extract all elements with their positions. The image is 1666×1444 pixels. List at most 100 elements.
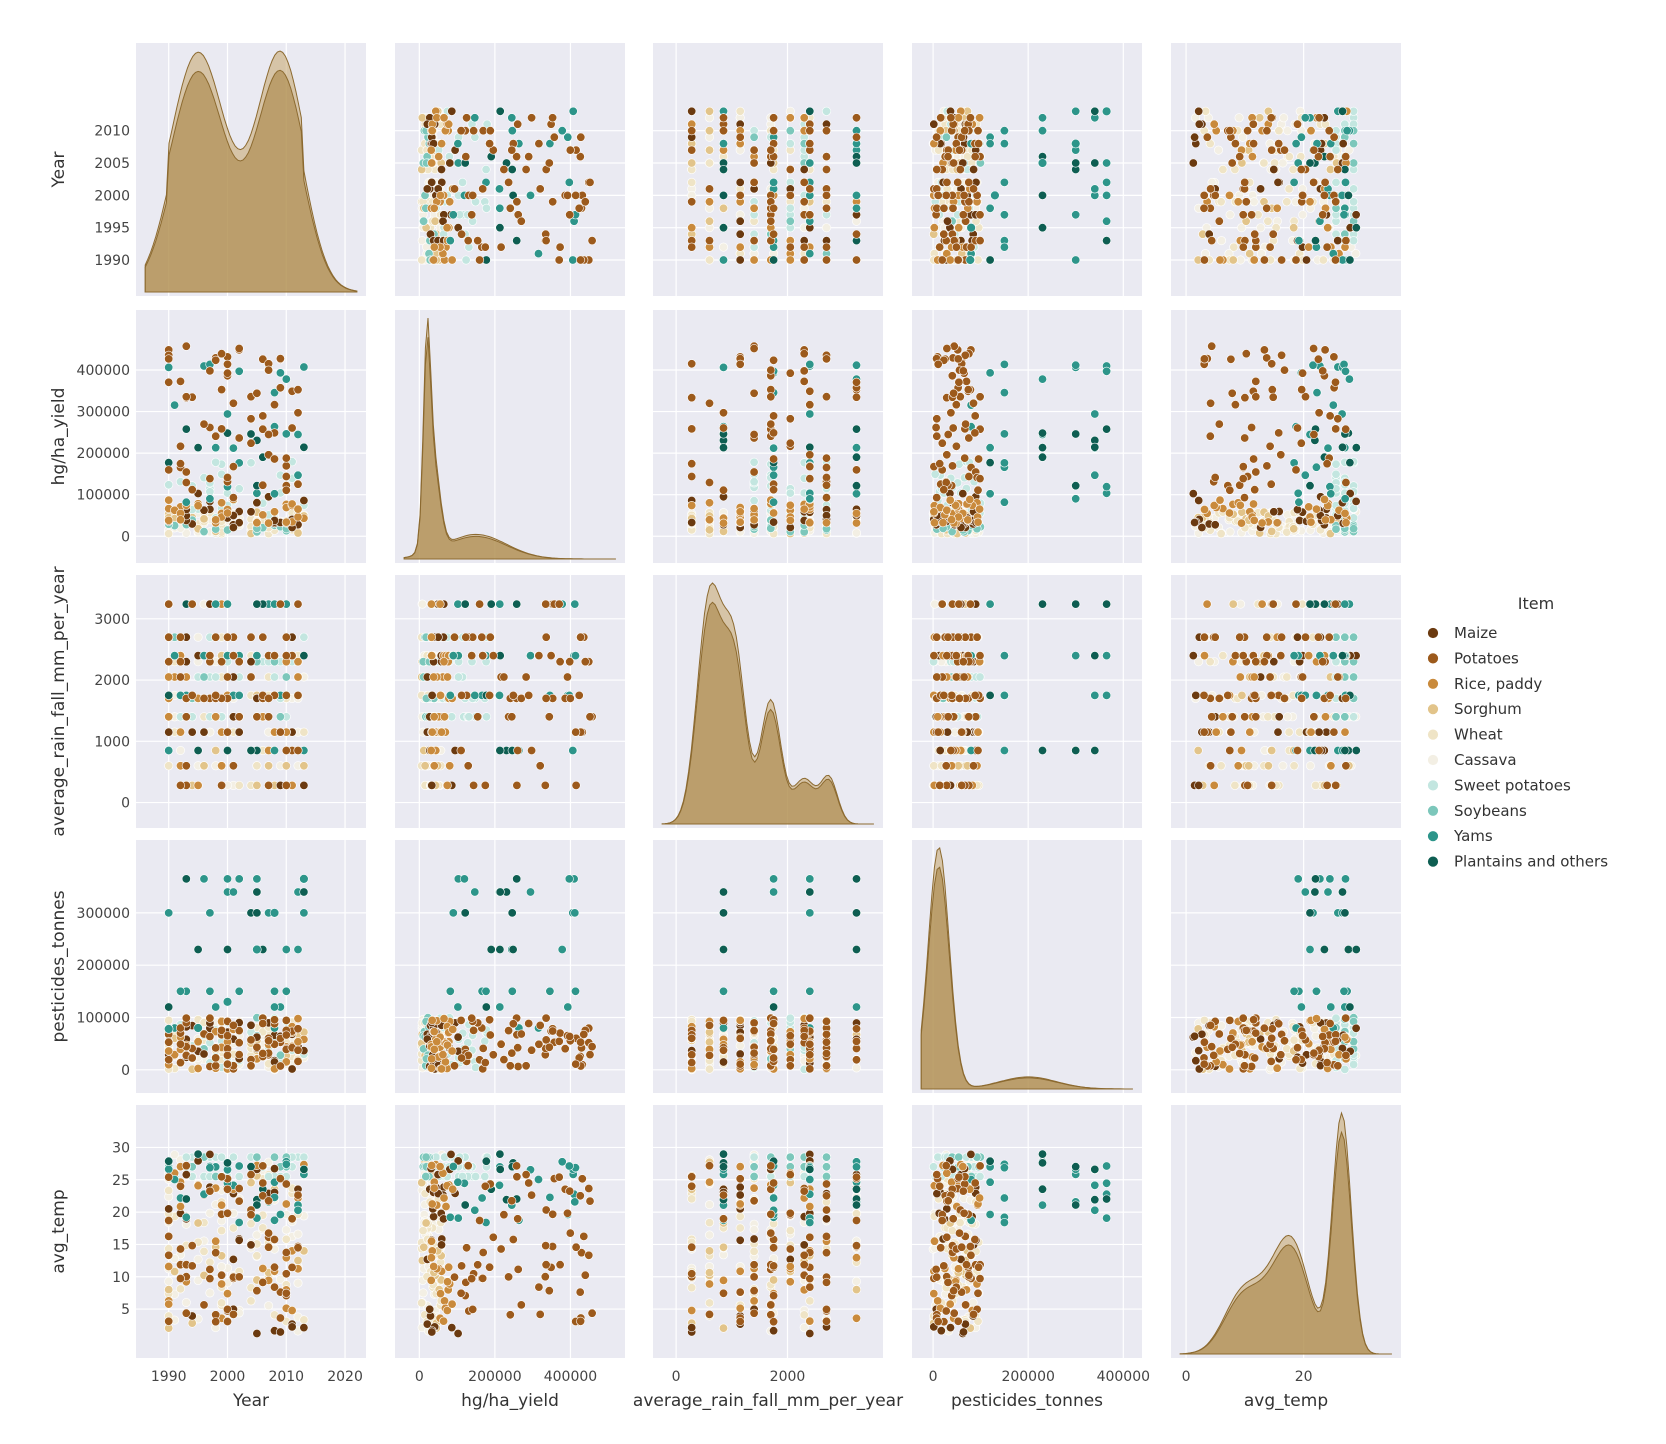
scatter-point (1090, 442, 1100, 452)
scatter-point (234, 343, 244, 353)
scatter-point (805, 249, 815, 259)
panel-3-2 (653, 840, 883, 1093)
scatter-point (735, 229, 745, 239)
scatter-point (521, 1061, 531, 1071)
scatter-point (460, 599, 470, 609)
scatter-point (485, 1030, 495, 1040)
scatter-point (448, 908, 458, 918)
y-axis-label: Year (49, 151, 69, 188)
scatter-point (769, 443, 779, 453)
scatter-point (946, 745, 956, 755)
scatter-point (427, 177, 437, 187)
trend-point (1070, 138, 1081, 149)
scatter-point (473, 712, 483, 722)
scatter-point (785, 242, 795, 252)
scatter-point (299, 651, 309, 661)
scatter-point (205, 908, 215, 918)
scatter-point (1214, 145, 1224, 155)
scatter-point (1038, 113, 1048, 123)
scatter-point (785, 500, 795, 510)
scatter-point (958, 489, 968, 499)
scatter-point (973, 517, 983, 527)
scatter-point (426, 632, 436, 642)
scatter-point (704, 158, 714, 168)
scatter-point (193, 1037, 203, 1047)
scatter-point (687, 1050, 697, 1060)
scatter-point (1210, 472, 1220, 482)
scatter-point (851, 158, 861, 168)
scatter-point (687, 517, 697, 527)
scatter-point (1240, 177, 1250, 187)
scatter-point (1218, 712, 1228, 722)
scatter-point (1226, 354, 1236, 364)
scatter-point (435, 190, 445, 200)
scatter-point (1102, 158, 1112, 168)
scatter-point (507, 165, 517, 175)
scatter-point (1305, 481, 1315, 491)
scatter-point (769, 874, 779, 884)
scatter-point (164, 761, 174, 771)
scatter-point (769, 113, 779, 123)
scatter-point (957, 780, 967, 790)
scatter-point (164, 1002, 174, 1012)
scatter-point (769, 470, 779, 480)
scatter-point (999, 497, 1009, 507)
scatter-point (1345, 458, 1355, 468)
scatter-point (1341, 424, 1351, 434)
scatter-point (199, 761, 209, 771)
scatter-point (1262, 126, 1272, 136)
scatter-point (1215, 495, 1225, 505)
scatter-point (211, 431, 221, 441)
scatter-point (252, 498, 262, 508)
scatter-point (749, 1048, 759, 1058)
scatter-point (1102, 599, 1112, 609)
scatter-point (975, 672, 985, 682)
scatter-point (1351, 443, 1361, 453)
scatter-point (585, 177, 595, 187)
scatter-point (486, 599, 496, 609)
scatter-point (499, 165, 509, 175)
scatter-point (417, 599, 427, 609)
scatter-point (851, 392, 861, 402)
scatter-point (228, 651, 238, 661)
panel-2-1 (395, 575, 625, 828)
scatter-point (749, 343, 759, 353)
scatter-point (246, 507, 256, 517)
scatter-point (293, 690, 303, 700)
scatter-point (456, 1015, 466, 1025)
scatter-point (281, 517, 291, 527)
scatter-point (718, 139, 728, 149)
scatter-point (1340, 494, 1350, 504)
scatter-point (766, 392, 776, 402)
scatter-point (193, 780, 203, 790)
scatter-point (246, 458, 256, 468)
scatter-point (687, 242, 697, 252)
scatter-point (1257, 599, 1267, 609)
scatter-point (935, 780, 945, 790)
scatter-point (512, 236, 522, 246)
scatter-point (821, 1061, 831, 1071)
scatter-point (1071, 651, 1081, 661)
scatter-point (1267, 780, 1277, 790)
scatter-point (463, 236, 473, 246)
scatter-point (1311, 462, 1321, 472)
scatter-point (534, 139, 544, 149)
scatter-point (546, 651, 556, 661)
scatter-point (234, 874, 244, 884)
scatter-point (941, 132, 951, 142)
scatter-point (1268, 599, 1278, 609)
scatter-point (516, 216, 526, 226)
scatter-point (769, 517, 779, 527)
scatter-point (228, 1020, 238, 1030)
scatter-point (718, 223, 728, 233)
scatter-point (507, 145, 517, 155)
scatter-point (453, 139, 463, 149)
scatter-point (1304, 651, 1314, 661)
scatter-point (246, 1061, 256, 1071)
scatter-point (1331, 255, 1341, 265)
scatter-point (785, 1061, 795, 1071)
scatter-point (495, 106, 505, 116)
scatter-point (932, 431, 942, 441)
scatter-point (427, 780, 437, 790)
scatter-point (1235, 152, 1245, 162)
